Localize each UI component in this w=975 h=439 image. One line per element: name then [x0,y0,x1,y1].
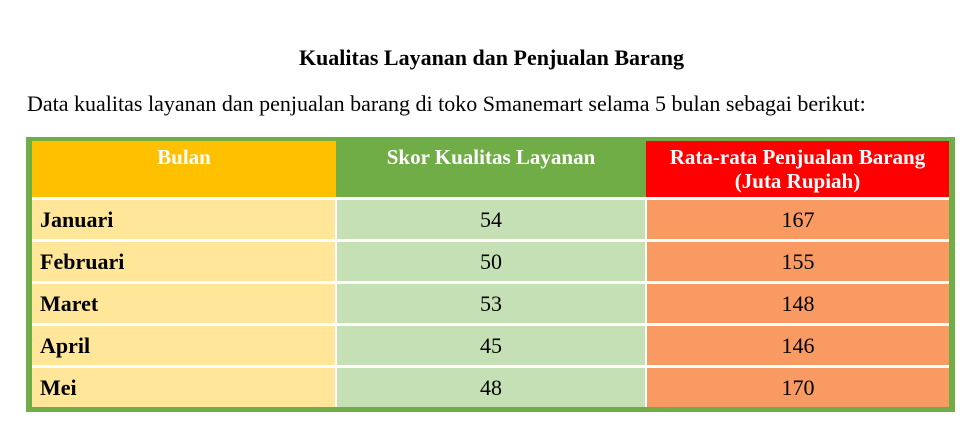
cell-bulan: Maret [32,281,336,325]
data-table-frame: Bulan Skor Kualitas Layanan Rata-rata Pe… [26,137,955,412]
cell-penjualan: 146 [646,323,949,367]
cell-skor: 48 [335,365,647,407]
cell-skor: 54 [335,197,647,241]
data-table: Bulan Skor Kualitas Layanan Rata-rata Pe… [32,141,949,407]
intro-paragraph: Data kualitas layanan dan penjualan bara… [27,91,866,116]
cell-skor: 53 [335,281,647,325]
cell-penjualan: 155 [646,239,949,283]
cell-skor: 45 [335,323,647,367]
header-skor: Skor Kualitas Layanan [336,141,646,199]
table-row: Maret 53 148 [32,281,949,325]
table-row: April 45 146 [32,323,949,367]
cell-bulan: Februari [32,239,336,283]
table-row: Januari 54 167 [32,197,949,241]
table-header-row: Bulan Skor Kualitas Layanan Rata-rata Pe… [32,141,949,200]
cell-skor: 50 [335,239,647,283]
cell-penjualan: 170 [646,365,949,407]
cell-bulan: April [32,323,336,367]
header-bulan: Bulan [32,141,336,199]
cell-penjualan: 167 [646,197,949,241]
table-row: Februari 50 155 [32,239,949,283]
table-row: Mei 48 170 [32,365,949,407]
document-title: Kualitas Layanan dan Penjualan Barang [298,45,685,70]
cell-bulan: Mei [32,365,336,407]
cell-bulan: Januari [32,197,336,241]
header-penjualan: Rata-rata Penjualan Barang (Juta Rupiah) [646,141,949,200]
cell-penjualan: 148 [646,281,949,325]
